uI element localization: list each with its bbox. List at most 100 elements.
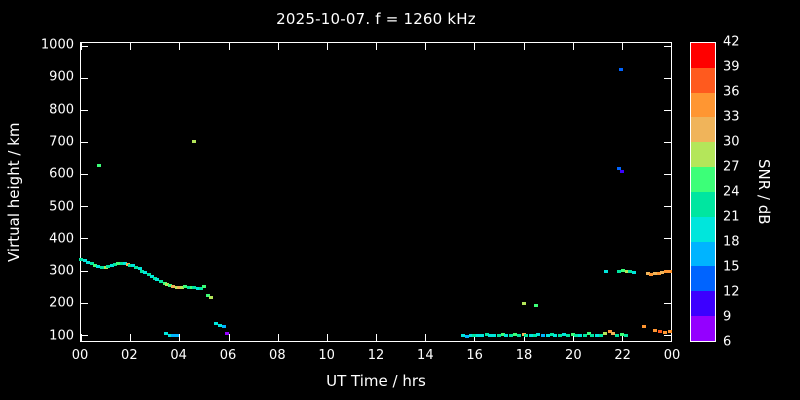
y-tick-mark — [664, 78, 671, 80]
data-point — [602, 331, 607, 335]
colorbar-segment — [691, 266, 715, 292]
data-point — [558, 333, 563, 337]
x-tick-label: 10 — [318, 348, 335, 363]
data-point — [138, 266, 142, 270]
data-point — [619, 332, 624, 336]
x-tick-label: 08 — [269, 348, 286, 363]
data-point — [174, 285, 179, 289]
data-point — [86, 260, 91, 264]
y-tick-label: 900 — [49, 69, 74, 85]
data-point — [152, 276, 157, 280]
y-tick-mark — [81, 302, 88, 304]
colorbar-segment — [691, 67, 715, 93]
x-tick-label: 02 — [121, 348, 138, 363]
y-tick-mark — [664, 46, 671, 48]
data-point — [516, 333, 521, 337]
data-point — [484, 332, 489, 336]
x-tick-label: 00 — [71, 348, 89, 363]
y-tick-mark — [81, 174, 88, 176]
y-tick-label: 400 — [49, 231, 74, 247]
data-point — [582, 333, 587, 337]
y-tick-mark — [81, 334, 88, 336]
x-tick-mark — [621, 334, 623, 341]
y-tick-mark — [81, 142, 88, 144]
data-point — [174, 334, 179, 338]
data-point — [586, 332, 591, 336]
data-point — [619, 169, 624, 173]
data-point — [142, 270, 147, 274]
data-point — [464, 334, 469, 338]
data-point — [140, 269, 145, 273]
data-point — [533, 304, 538, 308]
data-point — [521, 301, 526, 305]
data-point — [119, 262, 124, 266]
y-tick-mark — [81, 270, 88, 272]
y-tick-label: 700 — [49, 134, 74, 150]
x-tick-mark — [179, 43, 181, 50]
data-point — [617, 270, 622, 274]
x-tick-label: 14 — [417, 348, 434, 363]
x-tick-mark — [130, 43, 132, 50]
y-tick-mark — [81, 110, 88, 112]
data-point — [146, 272, 151, 276]
data-point — [667, 329, 672, 333]
data-point — [488, 333, 493, 337]
x-tick-mark — [425, 43, 427, 50]
data-point — [618, 67, 623, 71]
data-point — [479, 333, 484, 337]
data-point — [134, 265, 139, 269]
y-tick-mark — [664, 302, 671, 304]
data-point — [509, 333, 514, 337]
x-tick-label: 04 — [170, 348, 187, 363]
x-tick-label: 18 — [515, 348, 533, 363]
x-tick-label: 06 — [219, 348, 237, 363]
x-tick-mark — [326, 43, 328, 50]
data-point — [177, 286, 182, 290]
data-point — [209, 295, 214, 299]
data-point — [96, 264, 101, 268]
data-point — [660, 271, 665, 275]
data-point — [167, 333, 172, 337]
plot-area — [79, 42, 672, 342]
colorbar-segment — [691, 142, 715, 168]
data-point — [632, 270, 637, 274]
data-point — [461, 333, 466, 337]
x-tick-mark — [326, 334, 328, 341]
data-point — [476, 334, 481, 338]
data-point — [628, 270, 633, 274]
y-tick-label: 1000 — [40, 37, 74, 53]
cb-tick-label: 27 — [723, 159, 740, 175]
data-point — [128, 263, 133, 267]
data-point — [664, 270, 669, 274]
y-tick-mark — [664, 142, 671, 144]
data-point — [221, 325, 226, 329]
data-point — [125, 263, 130, 267]
cb-tick-label: 42 — [723, 34, 740, 50]
x-tick-mark — [376, 43, 377, 50]
cb-tick-label: 21 — [723, 209, 740, 225]
x-tick-mark — [277, 43, 279, 50]
x-tick-mark — [376, 334, 377, 341]
data-point — [79, 257, 83, 261]
x-tick-mark — [523, 334, 525, 341]
data-point — [653, 329, 658, 333]
cb-tick-label: 24 — [723, 184, 740, 200]
colorbar-segment — [691, 92, 715, 118]
data-point — [656, 271, 661, 275]
cb-tick-label: 12 — [723, 284, 740, 300]
data-point — [167, 283, 172, 287]
colorbar-segment — [691, 191, 715, 217]
x-tick-mark — [523, 43, 525, 50]
y-tick-mark — [81, 78, 88, 80]
data-point — [528, 334, 533, 338]
colorbar-segment — [691, 117, 715, 143]
cb-tick-label: 36 — [723, 84, 740, 100]
cb-tick-label: 9 — [723, 309, 732, 325]
data-point — [546, 334, 551, 338]
data-point — [155, 278, 160, 282]
y-tick-label: 100 — [49, 328, 74, 344]
data-point — [611, 332, 616, 336]
data-point — [163, 332, 168, 336]
x-tick-mark — [572, 43, 574, 50]
